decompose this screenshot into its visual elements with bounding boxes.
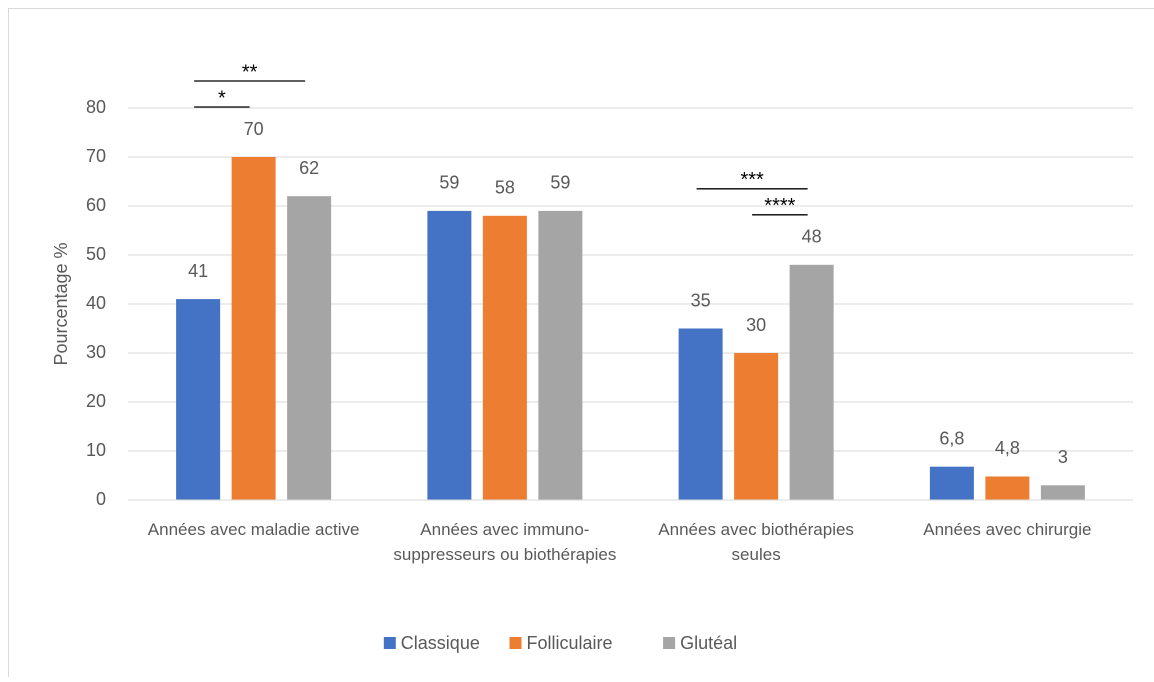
x-tick-label-box: Années avec chirurgie [887,517,1128,607]
bar [1041,485,1085,500]
legend-label: Glutéal [680,633,737,653]
legend-swatch [663,637,675,649]
value-label: 35 [691,290,711,310]
y-tick-label: 80 [86,97,106,117]
y-tick-label: 0 [96,489,106,509]
bar [176,299,220,500]
value-label: 70 [244,119,264,139]
x-tick-label: Années avec chirurgie [887,517,1128,542]
y-tick-label: 20 [86,391,106,411]
bar [679,329,723,501]
legend-label: Folliculaire [527,633,613,653]
legend-swatch [510,637,522,649]
value-label: 3 [1058,447,1068,467]
y-tick-label: 30 [86,342,106,362]
value-label: 62 [299,158,319,178]
bar [790,265,834,500]
value-label: 58 [495,178,515,198]
value-label: 59 [550,173,570,193]
y-tick-label: 70 [86,146,106,166]
value-label: 59 [439,173,459,193]
bar [538,211,582,500]
y-tick-label: 40 [86,293,106,313]
bar [232,157,276,500]
x-tick-label-box: Années avec immuno-suppresseurs ou bioth… [384,517,625,607]
x-tick-label-box: Années avec maladie active [133,517,374,607]
significance-label: ** [242,61,258,83]
x-tick-label: Années avec maladie active [133,517,374,542]
value-label: 6,8 [939,428,964,448]
significance-label: *** [740,169,764,191]
bar [985,476,1029,500]
bar [930,467,974,500]
x-tick-label: Années avec biothérapies seules [636,517,877,567]
y-tick-label: 60 [86,195,106,215]
y-tick-label: 50 [86,244,106,264]
y-tick-label: 10 [86,440,106,460]
value-label: 30 [746,315,766,335]
significance-label: * [218,87,226,109]
bar [483,216,527,500]
value-label: 4,8 [995,438,1020,458]
value-label: 41 [188,261,208,281]
value-label: 48 [802,227,822,247]
bar [427,211,471,500]
legend-swatch [384,637,396,649]
bar [287,196,331,500]
legend-label: Classique [401,633,480,653]
bar [734,353,778,500]
significance-label: **** [764,195,795,217]
x-tick-label-box: Années avec biothérapies seules [636,517,877,607]
y-axis-title: Pourcentage % [51,242,71,365]
x-tick-label: Années avec immuno-suppresseurs ou bioth… [384,517,625,567]
